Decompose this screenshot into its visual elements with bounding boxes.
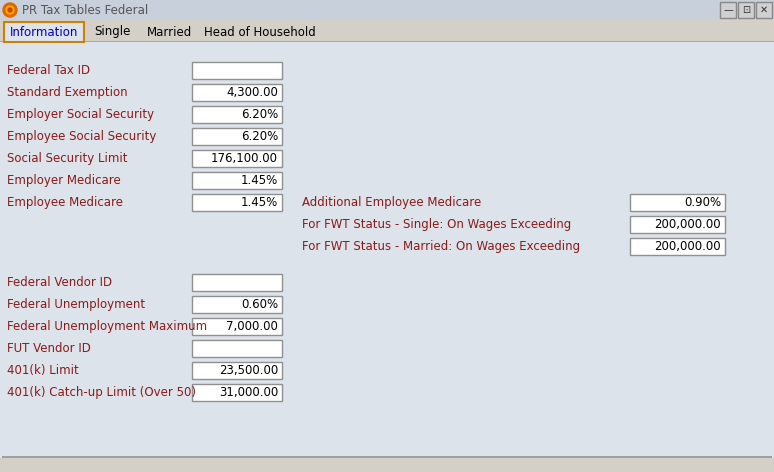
Text: Federal Unemployment Maximum: Federal Unemployment Maximum <box>7 320 207 333</box>
Text: Married: Married <box>146 25 192 39</box>
Text: 6.20%: 6.20% <box>241 130 278 143</box>
Text: For FWT Status - Married: On Wages Exceeding: For FWT Status - Married: On Wages Excee… <box>302 240 580 253</box>
Text: 0.60%: 0.60% <box>241 298 278 311</box>
Bar <box>630 238 725 255</box>
Text: Employee Medicare: Employee Medicare <box>7 196 123 209</box>
Bar <box>0 20 774 42</box>
Bar <box>192 296 282 313</box>
Text: 176,100.00: 176,100.00 <box>211 152 278 165</box>
Bar <box>0 41 774 42</box>
Text: Information: Information <box>10 25 78 39</box>
Bar <box>192 318 282 335</box>
Text: Employee Social Security: Employee Social Security <box>7 130 156 143</box>
Text: 23,500.00: 23,500.00 <box>219 364 278 377</box>
Text: Additional Employee Medicare: Additional Employee Medicare <box>302 196 481 209</box>
Text: 7,000.00: 7,000.00 <box>226 320 278 333</box>
Bar <box>192 150 282 167</box>
Text: Social Security Limit: Social Security Limit <box>7 152 128 165</box>
Text: Standard Exemption: Standard Exemption <box>7 86 128 99</box>
Bar <box>720 2 736 18</box>
Circle shape <box>6 6 14 14</box>
Circle shape <box>8 8 12 12</box>
Text: 401(k) Limit: 401(k) Limit <box>7 364 79 377</box>
Text: Federal Tax ID: Federal Tax ID <box>7 64 90 77</box>
Bar <box>192 84 282 101</box>
Bar <box>0 458 774 472</box>
Bar <box>192 274 282 291</box>
Bar <box>192 384 282 401</box>
Bar <box>192 340 282 357</box>
Bar <box>738 2 754 18</box>
Text: Federal Unemployment: Federal Unemployment <box>7 298 146 311</box>
Text: 200,000.00: 200,000.00 <box>654 218 721 231</box>
Bar <box>192 128 282 145</box>
Bar <box>192 362 282 379</box>
Bar <box>756 2 772 18</box>
Text: 200,000.00: 200,000.00 <box>654 240 721 253</box>
Bar <box>192 194 282 211</box>
Bar <box>0 0 774 20</box>
Bar <box>630 194 725 211</box>
Text: 401(k) Catch-up Limit (Over 50): 401(k) Catch-up Limit (Over 50) <box>7 386 196 399</box>
Bar <box>4 22 84 42</box>
Bar <box>192 62 282 79</box>
Text: 1.45%: 1.45% <box>241 174 278 187</box>
Text: 0.90%: 0.90% <box>684 196 721 209</box>
Text: Head of Household: Head of Household <box>204 25 315 39</box>
Text: ⊡: ⊡ <box>742 5 750 15</box>
Bar <box>630 216 725 233</box>
Text: 31,000.00: 31,000.00 <box>219 386 278 399</box>
Text: Employer Medicare: Employer Medicare <box>7 174 121 187</box>
Text: Single: Single <box>94 25 131 39</box>
Text: 4,300.00: 4,300.00 <box>226 86 278 99</box>
Circle shape <box>3 3 17 17</box>
Text: Federal Vendor ID: Federal Vendor ID <box>7 276 112 289</box>
Text: Employer Social Security: Employer Social Security <box>7 108 154 121</box>
Text: —: — <box>723 5 733 15</box>
Text: 6.20%: 6.20% <box>241 108 278 121</box>
Text: PR Tax Tables Federal: PR Tax Tables Federal <box>22 3 149 17</box>
Bar <box>192 106 282 123</box>
Text: 1.45%: 1.45% <box>241 196 278 209</box>
Text: For FWT Status - Single: On Wages Exceeding: For FWT Status - Single: On Wages Exceed… <box>302 218 571 231</box>
Text: ✕: ✕ <box>760 5 768 15</box>
Bar <box>192 172 282 189</box>
Text: FUT Vendor ID: FUT Vendor ID <box>7 342 91 355</box>
Bar <box>2 456 772 458</box>
